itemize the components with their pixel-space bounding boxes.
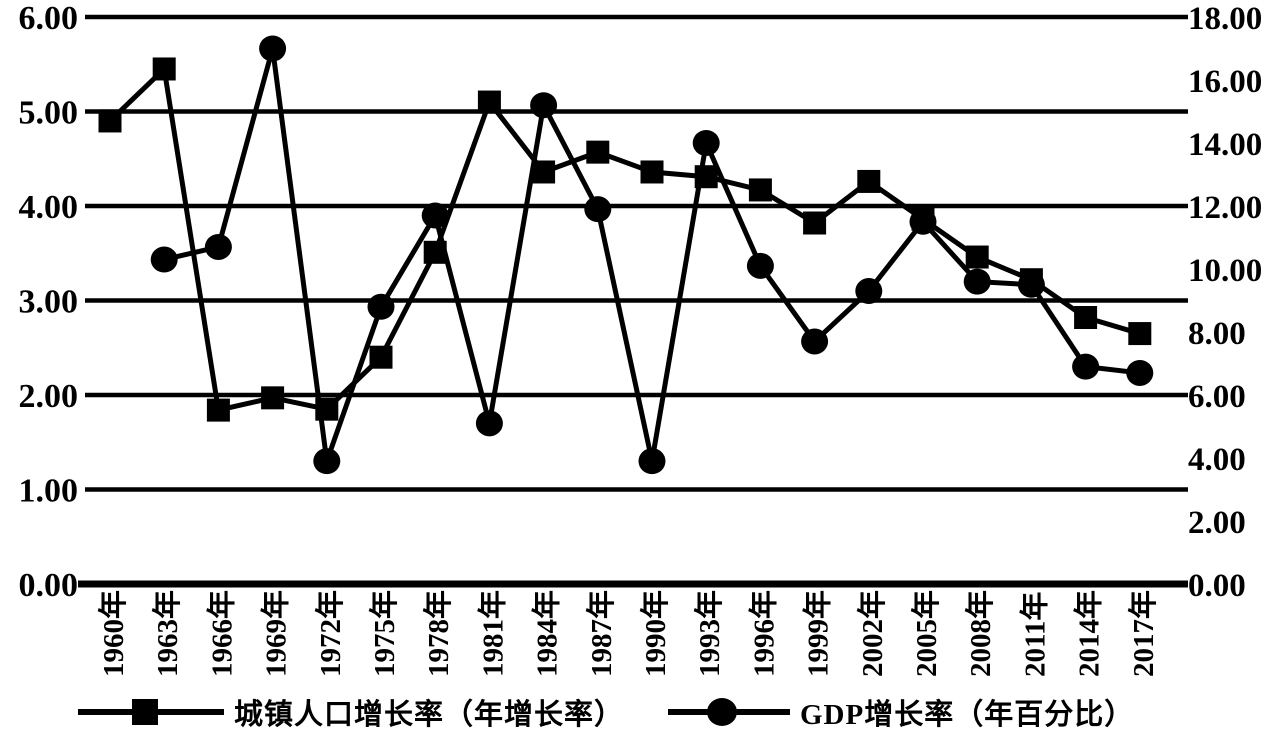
series2-data-point-circle xyxy=(259,35,287,62)
x-axis-tick-label: 1969年 xyxy=(259,590,293,677)
x-axis-tick-label: 2005年 xyxy=(909,590,943,677)
x-axis-tick-label: 1999年 xyxy=(801,590,835,677)
series1-data-point-square xyxy=(477,90,501,114)
circle-series-legend-icon xyxy=(668,698,790,726)
x-axis-tick-label: 2011年 xyxy=(1017,592,1051,677)
legend-item-urban-population: 城镇人口增长率（年增长率） xyxy=(78,694,625,731)
x-axis-tick-label: 1966年 xyxy=(204,590,238,677)
series2-data-point-circle xyxy=(313,448,341,475)
series1-data-point-square xyxy=(1074,306,1098,330)
series2-data-point-circle xyxy=(530,92,558,119)
series1-data-point-square xyxy=(748,178,772,202)
series1-data-point-square xyxy=(857,169,881,193)
legend-label-gdp: GDP增长率（年百分比） xyxy=(800,699,1135,731)
series2-data-point-circle xyxy=(367,293,395,320)
series1-data-point-square xyxy=(261,386,285,410)
left-axis-tick-label: 5.00 xyxy=(19,95,79,132)
x-axis-tick-label: 1960年 xyxy=(96,590,130,677)
x-axis-tick-label: 2002年 xyxy=(855,590,889,677)
series2-data-point-circle xyxy=(746,252,774,279)
x-axis-tick-label: 1984年 xyxy=(530,590,564,677)
series1-data-point-square xyxy=(206,398,230,422)
series2-data-point-circle xyxy=(801,328,829,355)
right-axis-tick-label: 10.00 xyxy=(1188,253,1262,289)
left-axis-tick-label: 2.00 xyxy=(19,378,79,415)
series2-data-point-circle xyxy=(638,448,666,475)
left-axis-tick-label: 0.00 xyxy=(19,567,79,604)
right-axis-tick-label: 12.00 xyxy=(1188,190,1262,226)
series2-data-point-circle xyxy=(855,278,883,305)
series2-data-point-circle xyxy=(1126,359,1154,386)
series2-data-point-circle xyxy=(204,233,232,260)
legend-item-gdp: GDP增长率（年百分比） xyxy=(668,694,1135,731)
series1-data-point-square xyxy=(803,211,827,235)
right-axis-tick-label: 14.00 xyxy=(1188,127,1262,163)
x-axis-tick-label: 2017年 xyxy=(1126,590,1160,677)
right-axis-tick-label: 4.00 xyxy=(1188,442,1246,478)
series1-data-point-square xyxy=(98,109,122,133)
x-axis-tick-label: 1978年 xyxy=(421,590,455,677)
series2-data-point-circle xyxy=(1072,353,1100,380)
left-axis-tick-label: 1.00 xyxy=(19,473,79,510)
right-axis-tick-label: 6.00 xyxy=(1188,379,1246,415)
square-series-legend-icon xyxy=(78,699,224,725)
series1-data-point-square xyxy=(1128,322,1152,346)
right-axis-tick-label: 8.00 xyxy=(1188,316,1246,352)
legend-label-urban-population: 城镇人口增长率（年增长率） xyxy=(234,699,625,731)
series2-data-point-circle xyxy=(692,130,720,156)
x-axis-tick-label: 1981年 xyxy=(475,590,509,677)
left-axis-tick-label: 3.00 xyxy=(19,284,79,321)
series2-data-point-circle xyxy=(1017,271,1045,298)
right-axis-tick-label: 18.00 xyxy=(1188,1,1262,37)
series2-data-point-circle xyxy=(584,196,612,223)
left-axis-tick-label: 6.00 xyxy=(19,0,79,37)
series1-line xyxy=(108,63,1141,414)
series2-data-point-circle xyxy=(909,208,937,235)
chart-legend: 城镇人口增长率（年增长率） GDP增长率（年百分比） xyxy=(0,694,1270,734)
series1-data-point-square xyxy=(586,140,610,164)
series1-data-point-square xyxy=(640,160,664,184)
series2-data-point-circle xyxy=(150,246,178,273)
series2-data-point-circle xyxy=(475,410,503,437)
series1-data-point-square xyxy=(152,57,176,81)
left-axis-tick-label: 4.00 xyxy=(19,189,79,226)
series2-data-point-circle xyxy=(963,268,991,295)
right-axis-tick-label: 0.00 xyxy=(1188,568,1246,604)
series2-data-point-circle xyxy=(421,202,449,229)
x-axis-tick-label: 1972年 xyxy=(313,590,347,677)
x-axis-tick-label: 2014年 xyxy=(1072,590,1106,677)
x-axis-tick-label: 1987年 xyxy=(584,590,618,677)
right-axis-tick-label: 2.00 xyxy=(1188,505,1246,541)
series1-data-point-square xyxy=(369,345,393,369)
right-axis-tick-label: 16.00 xyxy=(1188,64,1262,100)
series1-data-point-square xyxy=(532,160,556,184)
series1-data-point-square xyxy=(965,245,989,269)
x-axis-tick-label: 1990年 xyxy=(638,590,672,677)
x-axis-tick-label: 1963年 xyxy=(150,590,184,677)
x-axis-tick-label: 1975年 xyxy=(367,590,401,677)
x-axis-tick-label: 1993年 xyxy=(692,590,726,677)
x-axis-tick-label: 2008年 xyxy=(963,590,997,677)
x-axis-tick-label: 1996年 xyxy=(746,590,780,677)
